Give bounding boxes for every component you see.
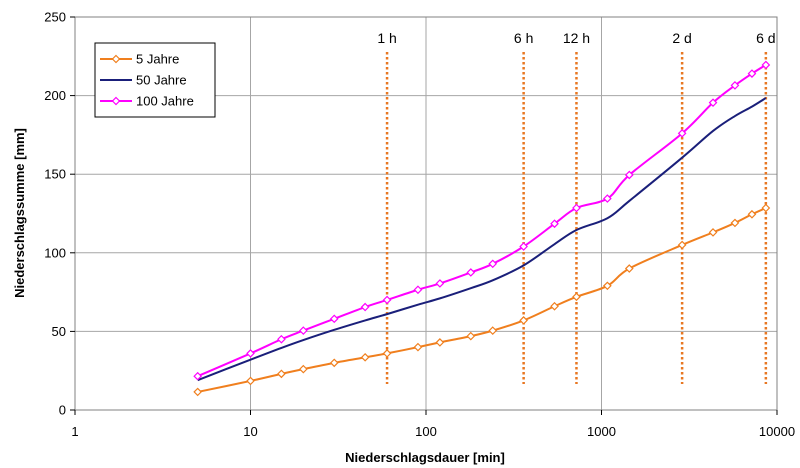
data-point bbox=[550, 301, 559, 311]
data-point bbox=[519, 316, 528, 325]
y-tick-label: 0 bbox=[59, 403, 66, 418]
data-point bbox=[382, 349, 392, 358]
y-tick-label: 50 bbox=[52, 324, 66, 339]
x-tick-label: 100 bbox=[415, 424, 437, 439]
legend-marker bbox=[111, 54, 121, 64]
duration-markers: 1 h 6 h 12 h 2 d 6 d bbox=[377, 30, 776, 384]
data-point bbox=[572, 203, 581, 213]
data-point bbox=[624, 264, 634, 273]
data-point bbox=[329, 314, 339, 324]
series-line bbox=[197, 97, 767, 382]
duration-marker-label: 2 d bbox=[672, 30, 691, 46]
data-point bbox=[761, 203, 771, 213]
data-point bbox=[708, 228, 718, 237]
series-line bbox=[197, 64, 767, 378]
series-line bbox=[197, 207, 767, 393]
duration-marker-label: 6 h bbox=[514, 30, 533, 46]
data-point bbox=[360, 302, 370, 312]
data-point bbox=[730, 218, 740, 228]
data-point bbox=[730, 81, 740, 90]
legend-label: 5 Jahre bbox=[136, 52, 179, 67]
x-axis-title: Niederschlagsdauer [min] bbox=[345, 450, 505, 465]
series-100-jahre bbox=[193, 60, 771, 381]
data-point bbox=[747, 69, 757, 78]
data-point bbox=[677, 240, 687, 250]
data-point bbox=[519, 242, 528, 251]
duration-marker-label: 1 h bbox=[377, 30, 396, 46]
data-point bbox=[747, 209, 757, 219]
data-point bbox=[329, 358, 339, 368]
y-tick-label: 200 bbox=[44, 88, 66, 103]
data-point bbox=[413, 342, 423, 352]
axes: 0 50 100 150 200 250 1 10 100 1000 10000 bbox=[44, 10, 795, 440]
x-tick-label: 1000 bbox=[587, 424, 616, 439]
data-point bbox=[298, 364, 308, 374]
data-point bbox=[413, 285, 423, 295]
data-point bbox=[435, 279, 445, 288]
series-50-jahre bbox=[197, 97, 767, 382]
data-point bbox=[435, 338, 445, 347]
data-point bbox=[488, 326, 498, 335]
series-group bbox=[193, 60, 771, 397]
data-point bbox=[572, 292, 581, 302]
data-point bbox=[277, 334, 286, 344]
y-tick-label: 150 bbox=[44, 167, 66, 182]
data-point bbox=[677, 128, 687, 138]
data-point bbox=[193, 371, 203, 381]
y-tick-label: 100 bbox=[44, 245, 66, 260]
legend: 5 Jahre 50 Jahre 100 Jahre bbox=[94, 42, 216, 118]
data-point bbox=[708, 98, 718, 108]
legend-label: 50 Jahre bbox=[136, 73, 187, 88]
legend-marker bbox=[111, 96, 121, 106]
data-point bbox=[246, 349, 255, 358]
data-point bbox=[466, 331, 476, 341]
series-5-jahre bbox=[193, 203, 771, 397]
data-point bbox=[550, 219, 559, 229]
duration-marker-label: 6 d bbox=[756, 30, 775, 46]
data-point bbox=[761, 60, 771, 70]
data-point bbox=[298, 326, 308, 335]
x-tick-label: 10 bbox=[243, 424, 257, 439]
y-tick-label: 250 bbox=[44, 10, 66, 25]
data-point bbox=[624, 170, 634, 180]
y-axis-title: Niederschlagssumme [mm] bbox=[12, 128, 27, 298]
data-point bbox=[277, 369, 286, 379]
data-point bbox=[360, 352, 370, 362]
data-point bbox=[246, 376, 255, 386]
legend-label: 100 Jahre bbox=[136, 94, 194, 109]
data-point bbox=[488, 259, 498, 269]
x-tick-label: 1 bbox=[71, 424, 78, 439]
data-point bbox=[603, 194, 612, 203]
data-point bbox=[193, 387, 203, 397]
duration-marker-label: 12 h bbox=[563, 30, 590, 46]
data-point bbox=[603, 281, 612, 291]
data-point bbox=[382, 295, 392, 305]
data-point bbox=[466, 268, 476, 277]
x-tick-label: 10000 bbox=[759, 424, 795, 439]
